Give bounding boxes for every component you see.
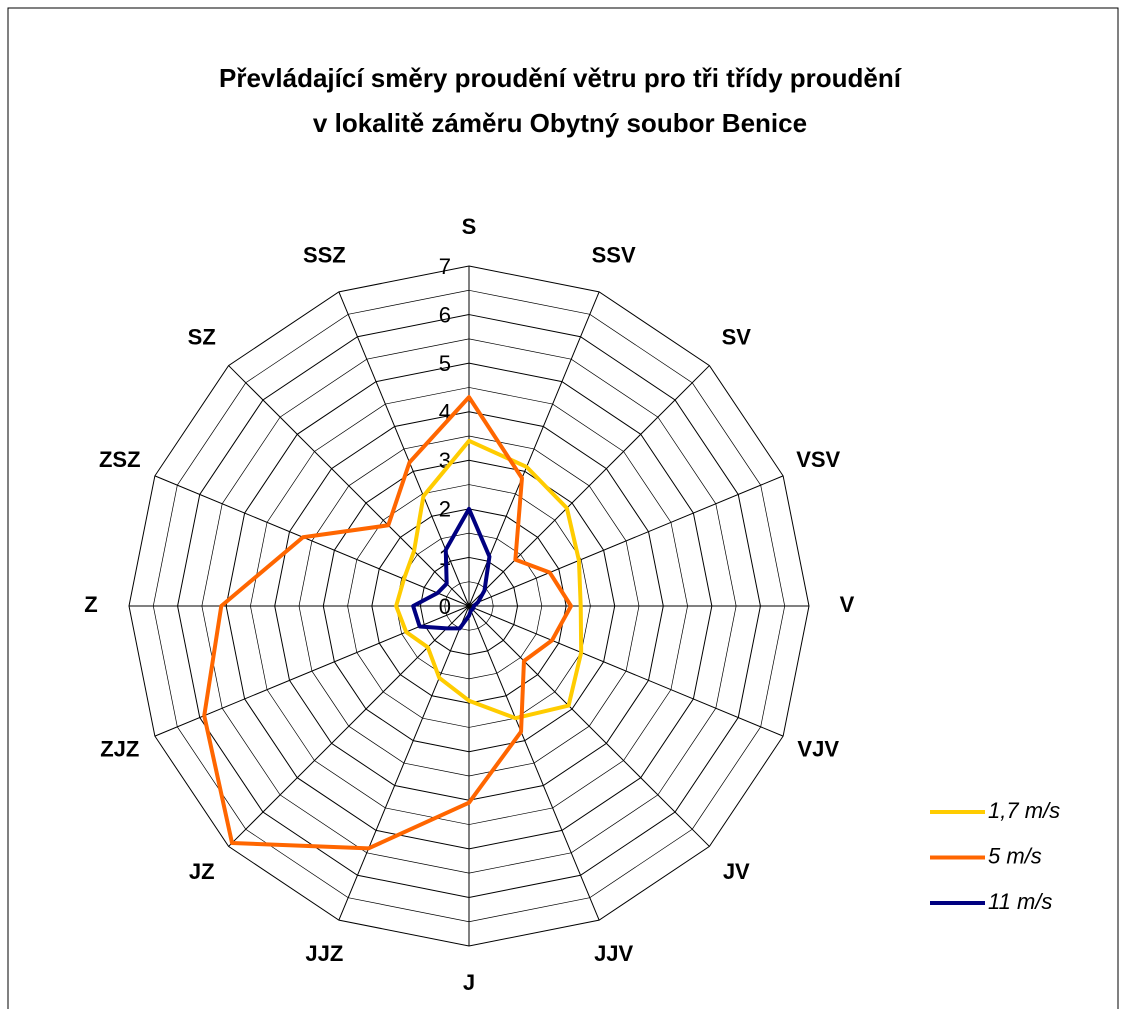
category-label: SZ	[188, 325, 216, 350]
spoke	[468, 475, 784, 607]
series-line	[202, 395, 573, 851]
category-label: S	[462, 214, 477, 239]
spoke	[468, 605, 784, 737]
spoke	[154, 605, 470, 737]
category-label: SSV	[592, 243, 636, 268]
legend-label: 11 m/s	[988, 889, 1052, 914]
category-label: JV	[723, 859, 750, 884]
chart-frame	[7, 7, 1119, 1009]
r-tick-label: 2	[439, 497, 451, 522]
category-label: JZ	[189, 859, 215, 884]
spoke	[468, 605, 710, 847]
legend-label: 5 m/s	[988, 843, 1042, 868]
r-tick-label: 6	[439, 302, 451, 327]
series-line	[411, 506, 492, 631]
spoke	[468, 605, 600, 921]
category-label: VJV	[797, 736, 839, 761]
spoke	[468, 365, 710, 607]
series-line	[394, 438, 584, 721]
category-label: SV	[722, 325, 752, 350]
spoke	[154, 475, 470, 607]
category-label: JJZ	[305, 941, 343, 966]
category-label: V	[840, 592, 855, 617]
legend-label: 1,7 m/s	[988, 798, 1060, 823]
category-label: ZSZ	[99, 447, 141, 472]
category-label: JJV	[594, 941, 633, 966]
category-label: J	[463, 970, 475, 995]
spoke	[468, 291, 600, 607]
r-tick-label: 5	[439, 351, 451, 376]
chart-title: v lokalitě záměru Obytný soubor Benice	[313, 108, 807, 138]
category-label: ZJZ	[100, 736, 139, 761]
category-label: VSV	[796, 447, 840, 472]
category-label: Z	[84, 592, 97, 617]
r-tick-label: 7	[439, 254, 451, 279]
r-tick-label: 0	[439, 594, 451, 619]
category-label: SSZ	[303, 243, 346, 268]
chart-title: Převládající směry proudění větru pro tř…	[219, 63, 902, 93]
spoke	[338, 605, 470, 921]
spoke	[228, 365, 470, 607]
